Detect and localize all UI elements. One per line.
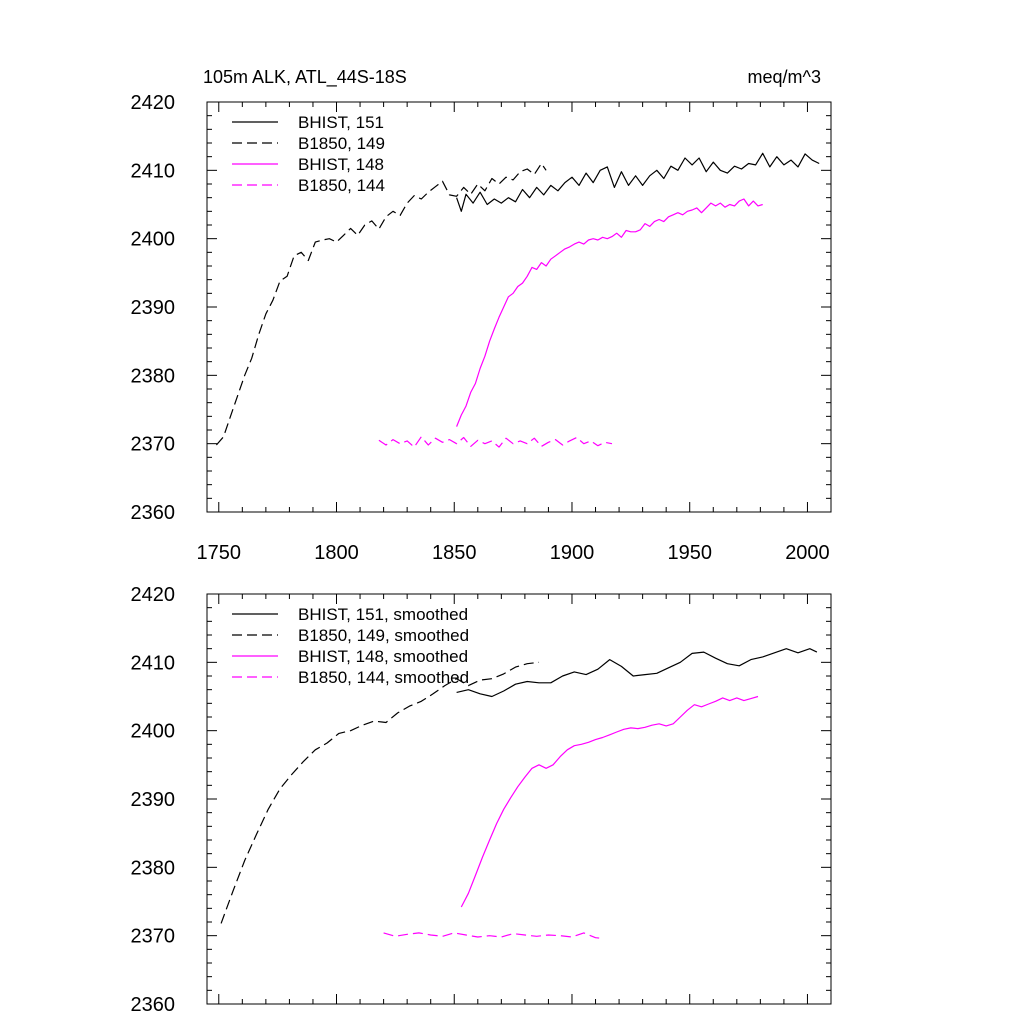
x-tick-label: 1850 [432,542,477,564]
y-tick-label: 2410 [131,652,176,674]
y-tick-label: 2360 [131,502,176,524]
y-tick-label: 2400 [131,229,176,251]
series-line-1 [220,661,540,924]
y-tick-label: 2380 [131,365,176,387]
series-line-3 [383,932,603,939]
legend-label: B1850, 149, smoothed [298,626,469,645]
y-tick-label: 2400 [131,721,176,743]
top-panel: 2360 2370 2380 2390 2400 2410 2420 1750 1800 1850… [131,67,832,564]
series-line-0 [456,152,820,212]
y-tick-label: 2380 [131,857,176,879]
legend-label: B1850, 144, smoothed [298,668,469,687]
legend-label: B1850, 149 [298,134,385,153]
units-label: meq/m^3 [748,67,821,87]
series-line-0 [456,648,818,698]
y-tick-label: 2360 [131,994,176,1016]
series-line-2 [456,198,763,427]
series-line-2 [460,695,759,908]
legend-label: BHIST, 148, smoothed [298,647,468,666]
y-tick-label: 2420 [131,584,176,606]
legend-label: BHIST, 148 [298,155,384,174]
y-tick-label: 2420 [131,92,176,114]
y-tick-label: 2370 [131,434,176,456]
series-line-1 [215,162,547,446]
x-tick-label: 2000 [785,542,830,564]
y-tick-label: 2410 [131,160,176,182]
legend-label: BHIST, 151, smoothed [298,605,468,624]
x-tick-label: 1800 [314,542,359,564]
y-tick-label: 2390 [131,297,176,319]
y-tick-label: 2390 [131,789,176,811]
legend-label: B1850, 144 [298,176,385,195]
legend-label: BHIST, 151 [298,113,384,132]
bottom-panel: 2360 2370 2380 2390 2400 2410 2420 BHIST, 151, … [131,584,832,1016]
series-line-3 [378,436,613,448]
chart-title: 105m ALK, ATL_44S-18S [203,67,407,88]
x-tick-label: 1750 [197,542,242,564]
y-tick-label: 2370 [131,926,176,948]
x-tick-label: 1900 [550,542,595,564]
x-tick-label: 1950 [667,542,712,564]
